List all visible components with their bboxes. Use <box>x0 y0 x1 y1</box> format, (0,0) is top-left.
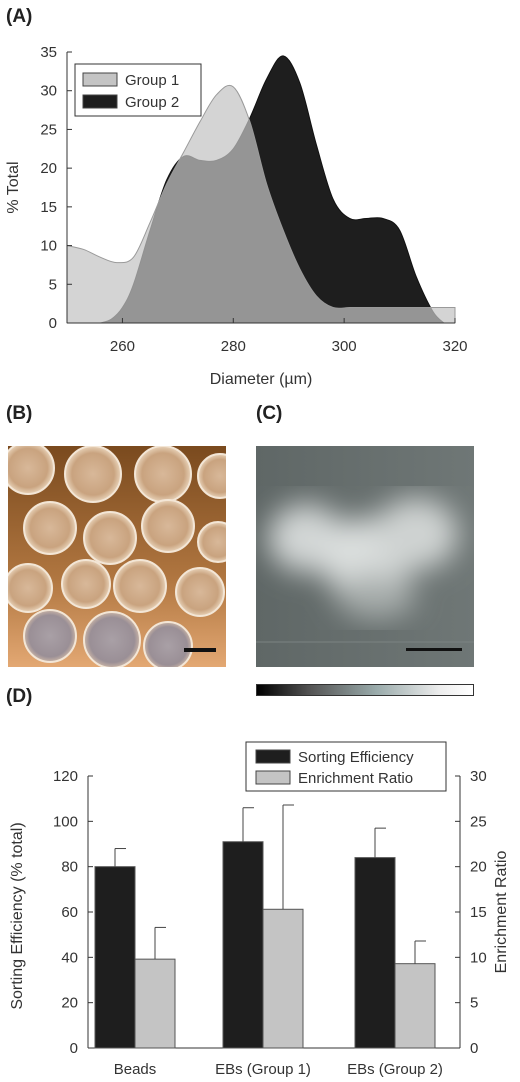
x-axis-title: Diameter (µm) <box>210 371 313 388</box>
legend-label: Enrichment Ratio <box>298 770 413 787</box>
left-tick-label: 0 <box>70 1040 78 1057</box>
right-tick-label: 5 <box>470 995 478 1012</box>
category-label: EBs (Group 2) <box>347 1061 443 1078</box>
x-tick-label: 320 <box>442 338 467 355</box>
intensity-colorbar <box>256 684 474 696</box>
left-tick-label: 20 <box>61 995 78 1012</box>
left-tick-label: 120 <box>53 768 78 785</box>
x-tick-label: 300 <box>332 338 357 355</box>
y-tick-label: 35 <box>40 44 57 61</box>
category-label: EBs (Group 1) <box>215 1061 311 1078</box>
legend-swatch <box>82 72 118 87</box>
y-tick-label: 30 <box>40 83 57 100</box>
x-tick-label: 280 <box>221 338 246 355</box>
diameter-distribution-chart: 0 5 10 15 20 25 30 35 260 280 300 320 Diameter (µm)%… <box>5 44 468 388</box>
y-tick-label: 25 <box>40 121 57 138</box>
y-axis-title: % Total <box>5 161 22 213</box>
panel-label-c: (C) <box>256 403 283 424</box>
legend-label: Group 1 <box>125 72 179 89</box>
right-tick-label: 20 <box>470 859 487 876</box>
bead-micrograph <box>8 446 226 667</box>
bar-enrichment-ratio <box>394 963 436 1049</box>
right-tick-label: 0 <box>470 1040 478 1057</box>
x-tick-label: 260 <box>110 338 135 355</box>
panel-label-a: (A) <box>6 6 33 27</box>
right-tick-label: 25 <box>470 813 487 830</box>
legend-label: Group 2 <box>125 94 179 111</box>
legend-swatch <box>255 770 291 785</box>
right-tick-label: 10 <box>470 949 487 966</box>
bar-sorting-efficiency <box>94 866 136 1049</box>
right-axis-title: Enrichment Ratio <box>493 851 510 974</box>
fluorescence-image <box>256 446 474 667</box>
bar-enrichment-ratio <box>134 958 176 1049</box>
y-tick-label: 10 <box>40 238 57 255</box>
left-tick-label: 100 <box>53 813 78 830</box>
bar-enrichment-ratio <box>262 908 304 1049</box>
left-tick-label: 40 <box>61 949 78 966</box>
right-tick-label: 30 <box>470 768 487 785</box>
legend-label: Sorting Efficiency <box>298 749 414 766</box>
y-tick-label: 20 <box>40 160 57 177</box>
sorting-efficiency-chart: 0 20 40 60 80 100 120 0 5 10 15 20 25 30 Beads EBs (Gro… <box>9 741 510 1078</box>
right-tick-label: 15 <box>470 904 487 921</box>
legend-swatch <box>82 94 118 109</box>
panel-label-d: (D) <box>6 686 33 707</box>
left-tick-label: 80 <box>61 859 78 876</box>
category-label: Beads <box>114 1061 157 1078</box>
y-tick-label: 5 <box>49 276 57 293</box>
y-tick-label: 15 <box>40 199 57 216</box>
area-series-1 <box>66 84 456 324</box>
left-tick-label: 60 <box>61 904 78 921</box>
left-axis-title: Sorting Efficiency (% total) <box>9 822 26 1009</box>
bar-sorting-efficiency <box>354 857 396 1049</box>
bar-sorting-efficiency <box>222 841 264 1049</box>
panel-label-b: (B) <box>6 403 33 424</box>
legend-swatch <box>255 749 291 764</box>
y-tick-label: 0 <box>49 315 57 332</box>
